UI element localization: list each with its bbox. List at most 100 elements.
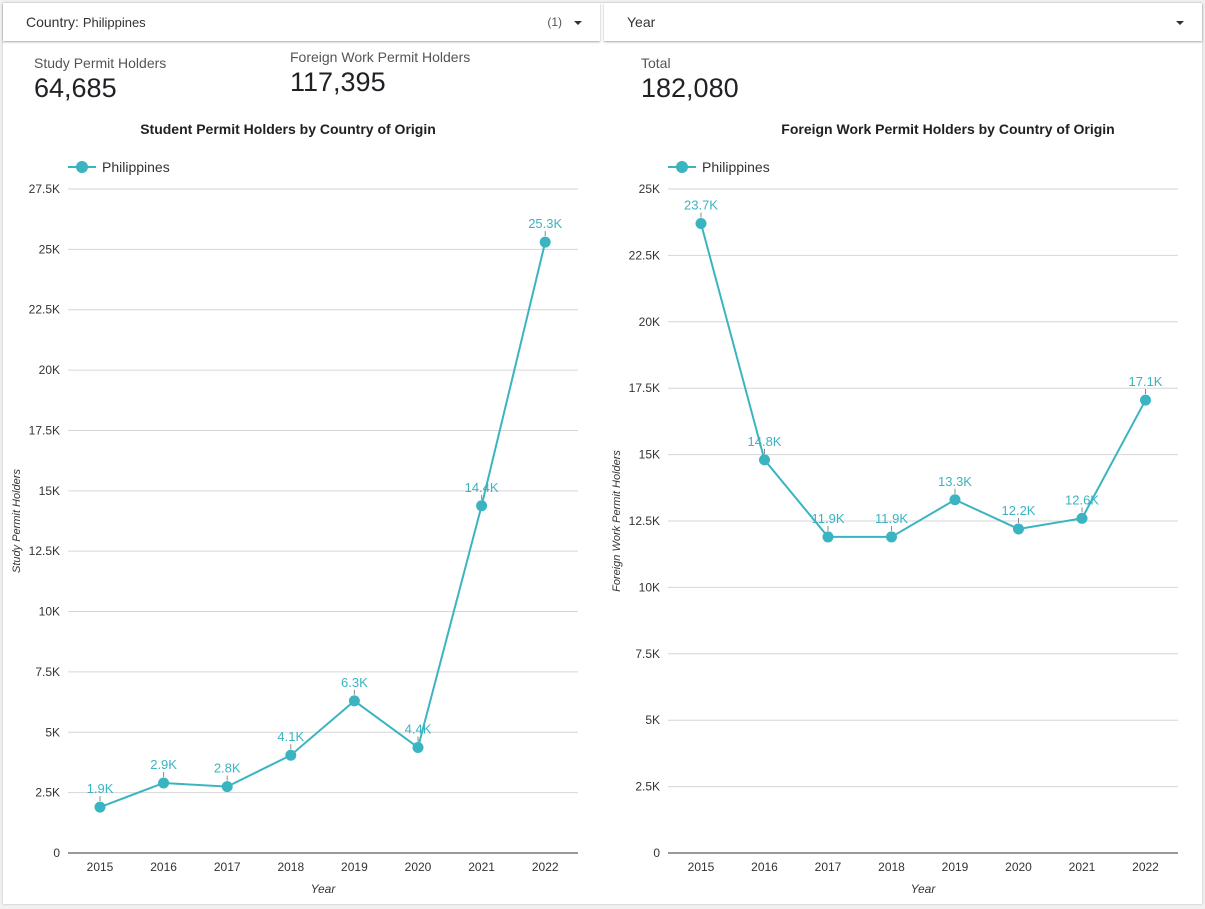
- data-label: 4.4K: [405, 721, 432, 736]
- chart-title: Foreign Work Permit Holders by Country o…: [781, 121, 1114, 137]
- data-label: 2.8K: [214, 761, 241, 776]
- data-point: [1013, 523, 1024, 535]
- kpi-work-permit-holders: Foreign Work Permit Holders 117,395: [290, 49, 470, 98]
- study-permit-chart: Student Permit Holders by Country of Ori…: [11, 121, 578, 896]
- x-tick-label: 2019: [942, 860, 969, 874]
- y-tick-label: 15K: [639, 448, 660, 462]
- series-line-philippines: [99, 241, 547, 809]
- x-axis-title: Year: [911, 882, 937, 896]
- data-point: [476, 500, 488, 512]
- data-point: [949, 494, 961, 506]
- x-tick-label: 2021: [1069, 860, 1096, 874]
- x-tick-label: 2019: [341, 860, 368, 874]
- x-tick-label: 2016: [150, 860, 177, 874]
- data-label: 1.9K: [87, 781, 114, 796]
- country-filter-label: Country: Philippines: [26, 14, 146, 30]
- work-permit-chart: Foreign Work Permit Holders by Country o…: [611, 121, 1178, 896]
- y-tick-label: 10K: [39, 605, 60, 619]
- data-point: [822, 531, 834, 543]
- y-tick-label: 5K: [45, 725, 60, 739]
- y-tick-label: 0: [53, 846, 60, 860]
- y-tick-label: 15K: [39, 484, 60, 498]
- x-tick-label: 2022: [532, 860, 559, 874]
- data-label: 25.3K: [528, 216, 562, 231]
- x-tick-label: 2018: [878, 860, 905, 874]
- legend-label: Philippines: [702, 159, 770, 175]
- data-label: 14.8K: [748, 434, 782, 449]
- x-tick-label: 2020: [1005, 860, 1032, 874]
- data-point: [348, 695, 360, 707]
- year-filter-label: Year: [627, 14, 656, 30]
- data-label: 12.2K: [1002, 503, 1036, 518]
- legend-label: Philippines: [102, 159, 170, 175]
- y-tick-label: 10K: [639, 580, 660, 594]
- data-point: [539, 236, 551, 248]
- x-tick-label: 2017: [214, 860, 241, 874]
- x-tick-label: 2015: [688, 860, 715, 874]
- x-tick-label: 2015: [87, 860, 114, 874]
- data-point: [94, 801, 106, 813]
- data-label: 6.3K: [341, 675, 368, 690]
- x-tick-label: 2016: [751, 860, 778, 874]
- data-point: [695, 218, 707, 230]
- y-tick-label: 2.5K: [635, 780, 660, 794]
- y-tick-label: 27.5K: [29, 182, 60, 196]
- y-tick-label: 22.5K: [29, 303, 60, 317]
- x-tick-label: 2017: [815, 860, 842, 874]
- chevron-down-icon[interactable]: [574, 21, 582, 25]
- y-tick-label: 12.5K: [629, 514, 660, 528]
- data-label: 2.9K: [150, 757, 177, 772]
- data-point: [759, 454, 770, 466]
- data-point: [158, 777, 170, 789]
- data-label: 13.3K: [938, 474, 972, 489]
- dashboard-panel: [3, 3, 1202, 904]
- y-tick-label: 25K: [39, 242, 60, 256]
- legend-marker: [76, 161, 88, 173]
- y-axis-title: Foreign Work Permit Holders: [611, 450, 623, 592]
- kpi-total: Total 182,080: [641, 55, 739, 104]
- y-tick-label: 7.5K: [35, 665, 60, 679]
- chart-title: Student Permit Holders by Country of Ori…: [140, 121, 436, 137]
- data-point: [886, 531, 897, 543]
- data-label: 11.9K: [811, 511, 844, 526]
- kpi-label: Foreign Work Permit Holders: [290, 49, 471, 65]
- data-label: 23.7K: [684, 198, 718, 213]
- legend-marker: [676, 161, 688, 173]
- data-label: 12.6K: [1065, 492, 1099, 507]
- country-filter[interactable]: Country: Philippines (1): [3, 3, 600, 41]
- kpi-value: 64,685: [34, 73, 117, 103]
- y-tick-label: 17.5K: [629, 381, 660, 395]
- data-label: 11.9K: [875, 511, 908, 526]
- kpi-value: 182,080: [641, 73, 739, 103]
- data-label: 14.4K: [465, 480, 499, 495]
- x-tick-label: 2021: [468, 860, 495, 874]
- kpi-label: Total: [641, 55, 671, 71]
- y-axis-title: Study Permit Holders: [11, 469, 23, 573]
- data-point: [221, 781, 233, 793]
- y-tick-label: 5K: [645, 713, 660, 727]
- y-tick-label: 12.5K: [29, 544, 60, 558]
- y-tick-label: 25K: [639, 182, 660, 196]
- data-point: [1140, 394, 1151, 406]
- country-filter-count: (1): [547, 15, 562, 29]
- y-tick-label: 20K: [639, 315, 660, 329]
- y-tick-label: 22.5K: [629, 248, 660, 262]
- kpi-value: 117,395: [290, 67, 386, 97]
- x-axis-title: Year: [311, 882, 337, 896]
- x-tick-label: 2020: [405, 860, 432, 874]
- y-tick-label: 17.5K: [29, 423, 60, 437]
- data-point: [412, 741, 424, 753]
- chevron-down-icon[interactable]: [1176, 21, 1184, 25]
- series-line-philippines: [700, 223, 1147, 538]
- kpi-study-permit-holders: Study Permit Holders 64,685: [34, 55, 166, 104]
- y-tick-label: 0: [653, 846, 660, 860]
- kpi-label: Study Permit Holders: [34, 55, 167, 71]
- y-tick-label: 7.5K: [635, 647, 660, 661]
- data-point: [1076, 512, 1088, 524]
- data-label: 17.1K: [1129, 374, 1163, 389]
- year-filter[interactable]: Year: [604, 3, 1202, 41]
- data-point: [285, 749, 297, 761]
- x-tick-label: 2022: [1132, 860, 1159, 874]
- y-tick-label: 20K: [39, 363, 60, 377]
- y-tick-label: 2.5K: [35, 786, 60, 800]
